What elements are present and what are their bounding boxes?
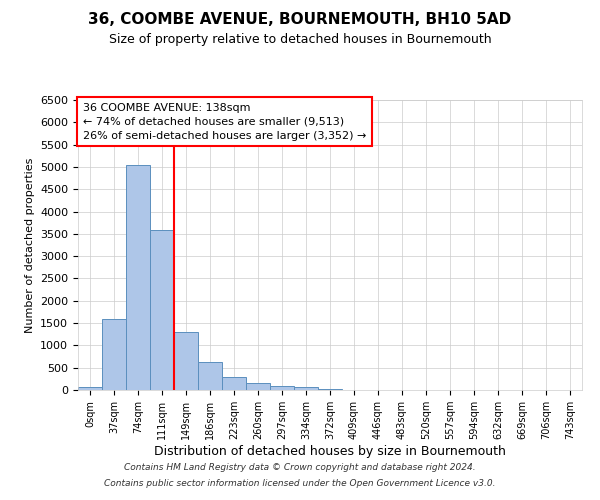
Bar <box>150 230 174 390</box>
Y-axis label: Number of detached properties: Number of detached properties <box>25 158 35 332</box>
Text: Contains HM Land Registry data © Crown copyright and database right 2024.: Contains HM Land Registry data © Crown c… <box>124 464 476 472</box>
Bar <box>126 164 150 390</box>
Bar <box>78 388 102 390</box>
Text: Size of property relative to detached houses in Bournemouth: Size of property relative to detached ho… <box>109 32 491 46</box>
X-axis label: Distribution of detached houses by size in Bournemouth: Distribution of detached houses by size … <box>154 445 506 458</box>
Bar <box>270 386 294 390</box>
Text: Contains public sector information licensed under the Open Government Licence v3: Contains public sector information licen… <box>104 478 496 488</box>
Bar <box>174 332 198 390</box>
Text: 36, COOMBE AVENUE, BOURNEMOUTH, BH10 5AD: 36, COOMBE AVENUE, BOURNEMOUTH, BH10 5AD <box>88 12 512 28</box>
Bar <box>318 389 342 390</box>
Bar <box>102 318 126 390</box>
Bar <box>222 377 246 390</box>
Bar <box>294 388 318 390</box>
Bar <box>198 362 222 390</box>
Text: 36 COOMBE AVENUE: 138sqm
← 74% of detached houses are smaller (9,513)
26% of sem: 36 COOMBE AVENUE: 138sqm ← 74% of detach… <box>83 103 367 141</box>
Bar <box>246 384 270 390</box>
